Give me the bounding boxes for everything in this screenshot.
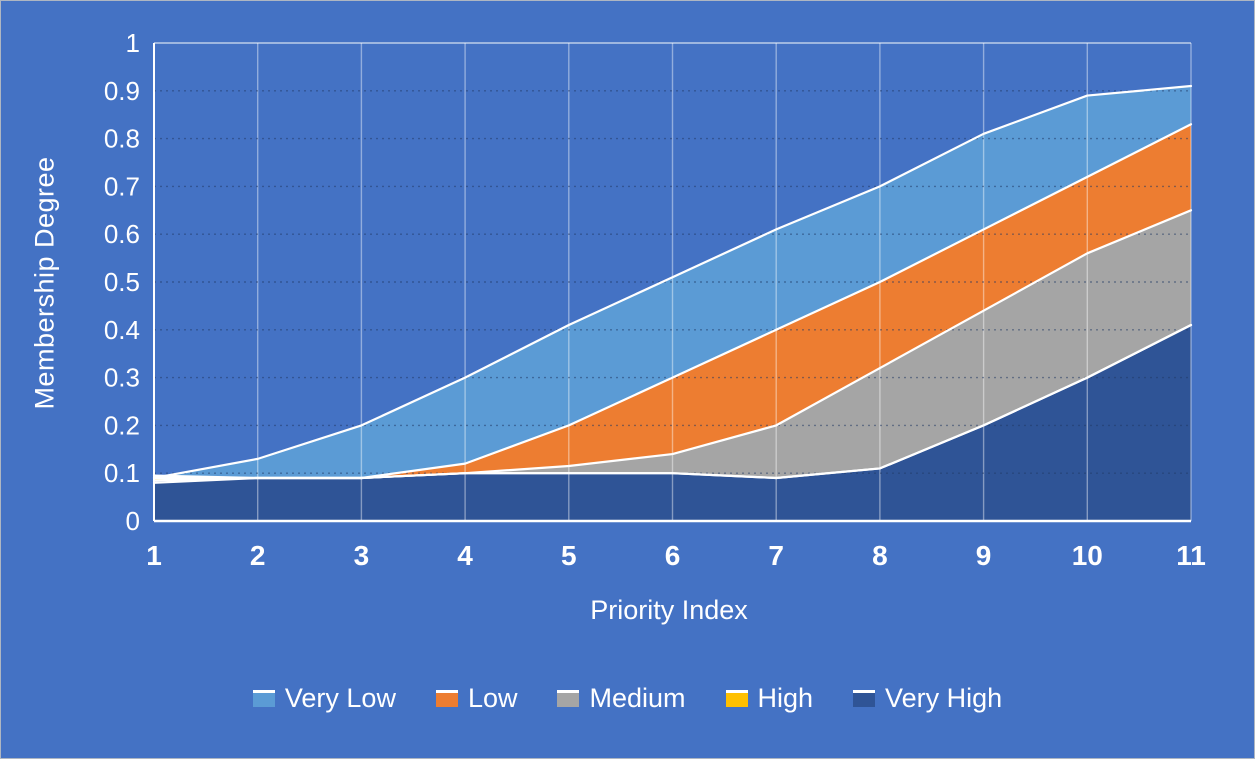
y-axis-title: Membership Degree [29,156,60,410]
x-tick-label: 11 [1176,540,1206,571]
y-tick-label: 0.1 [104,458,140,488]
y-tick-label: 0.8 [104,124,140,154]
legend-marker-low [435,690,458,707]
legend-label-medium: Medium [589,683,686,713]
x-tick-label: 10 [1072,540,1103,571]
chart-legend: Very Low Low Medium High Very High [1,683,1254,714]
y-tick-label: 0.2 [104,410,140,440]
x-tick-label: 4 [457,540,473,571]
y-tick-label: 0.7 [104,171,140,201]
legend-item-very-high: Very High [853,683,1002,714]
legend-marker-very-low [252,690,275,707]
area-medium [154,210,1191,522]
x-tick-label: 1 [146,540,162,571]
legend-label-high: High [757,683,814,713]
legend-item-medium: Medium [557,683,686,714]
x-tick-label: 7 [768,540,784,571]
y-tick-label: 0.3 [104,363,140,393]
legend-item-low: Low [435,683,518,714]
series-edge-very-low [152,84,1193,480]
y-tick-label: 1 [126,28,140,58]
legend-marker-high [725,690,748,707]
x-tick-label: 2 [250,540,266,571]
legend-label-low: Low [467,683,518,713]
legend-marker-very-high [853,690,876,707]
legend-item-high: High [725,683,814,714]
x-tick-label: 8 [872,540,888,571]
legend-label-very-high: Very High [885,683,1003,713]
x-tick-label: 6 [665,540,681,571]
y-tick-label: 0.9 [104,76,140,106]
y-tick-label: 0 [126,506,140,536]
y-tick-label: 0.5 [104,267,140,297]
legend-item-very-low: Very Low [252,683,396,714]
x-axis-title: Priority Index [590,595,748,625]
x-tick-label: 3 [354,540,370,571]
x-tick-label: 9 [976,540,992,571]
legend-label-very-low: Very Low [284,683,396,713]
area-very-high [154,325,1191,521]
x-tick-label: 5 [561,540,577,571]
legend-marker-medium [557,690,580,707]
series-edge-very-high [152,323,1193,482]
y-tick-label: 0.6 [104,219,140,249]
y-tick-label: 0.4 [104,315,140,345]
